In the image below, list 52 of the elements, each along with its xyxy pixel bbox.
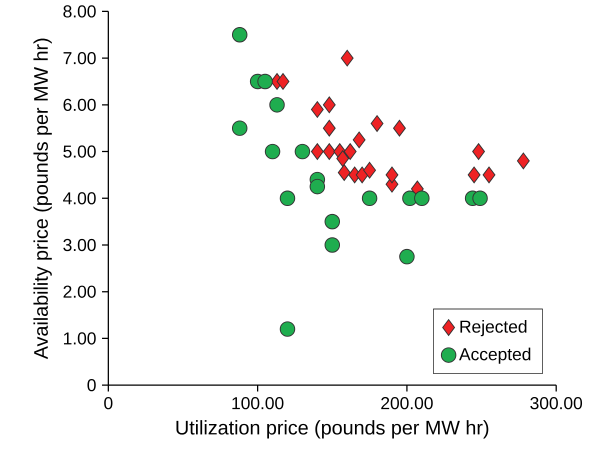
point — [310, 178, 326, 194]
x-tick-label: 200.00 — [381, 397, 433, 410]
x-tick-label: 0 — [104, 397, 112, 410]
point — [399, 248, 415, 264]
point — [264, 144, 280, 160]
y-tick-label: 0 — [87, 378, 96, 392]
point — [310, 143, 324, 160]
point — [276, 73, 290, 90]
point — [232, 120, 248, 136]
point — [324, 214, 340, 230]
point — [370, 115, 384, 132]
point — [472, 143, 485, 160]
y-tick-label: 5.00 — [63, 145, 96, 158]
point — [393, 120, 406, 137]
y-tick-label: 7.00 — [64, 52, 96, 64]
point — [414, 190, 430, 206]
point — [352, 131, 366, 148]
point — [344, 143, 357, 160]
point — [294, 144, 310, 160]
y-axis-title: Availability price (pounds per MW hr) — [33, 38, 52, 360]
point — [386, 166, 398, 184]
point — [468, 166, 480, 184]
point — [280, 321, 296, 337]
y-tick-label: 1.00 — [64, 332, 96, 345]
point — [363, 162, 376, 179]
point — [340, 50, 354, 66]
point — [338, 164, 351, 181]
point — [336, 150, 350, 167]
point — [356, 166, 369, 184]
point — [362, 190, 378, 206]
point — [322, 96, 336, 114]
point — [269, 97, 285, 113]
y-tick-label: 6.00 — [64, 98, 96, 111]
point — [310, 101, 324, 118]
x-tick-label: 100.00 — [232, 397, 284, 410]
point — [322, 143, 336, 160]
point — [472, 190, 488, 206]
y-tick-label: 8.00 — [63, 5, 96, 18]
y-tick-label: 4.00 — [63, 192, 96, 204]
point — [232, 27, 248, 42]
y-tick-label: 3.00 — [63, 238, 96, 252]
point — [516, 152, 530, 170]
point — [280, 190, 296, 206]
legend-label: Rejected — [460, 320, 526, 336]
y-tick-label: 2.00 — [64, 286, 96, 298]
point — [322, 120, 336, 137]
x-tick-label: 300.00 — [530, 397, 582, 410]
x-axis-title: Utilization price (pounds per MW hr) — [176, 420, 488, 438]
legend-label: Accepted — [459, 348, 530, 364]
point — [482, 166, 496, 184]
point — [324, 237, 340, 253]
point — [257, 74, 273, 90]
